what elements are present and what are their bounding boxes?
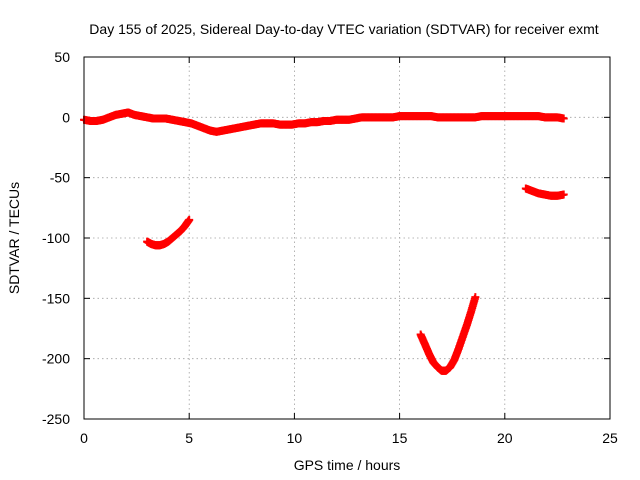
plot-frame — [83, 56, 611, 420]
y-tick-label: -150 — [42, 290, 70, 306]
x-tick-label: 20 — [497, 430, 513, 446]
y-tick-label: -100 — [42, 230, 70, 246]
data-point — [185, 215, 194, 224]
y-axis-label: SDTVAR / TECUs — [6, 182, 22, 294]
data-points — [80, 108, 568, 375]
data-point — [471, 293, 480, 302]
x-tick-label: 10 — [287, 430, 303, 446]
x-axis-label: GPS time / hours — [294, 457, 401, 473]
series-arc-1 — [143, 215, 194, 250]
x-tick-label: 0 — [80, 430, 88, 446]
grid — [84, 57, 610, 419]
y-tick-label: -50 — [50, 170, 70, 186]
series-arc-3 — [521, 184, 568, 200]
chart-title: Day 155 of 2025, Sidereal Day-to-day VTE… — [89, 21, 598, 37]
x-tick-label: 5 — [185, 430, 193, 446]
data-point — [559, 190, 568, 199]
series-main-band — [80, 108, 568, 136]
y-tick-label: 0 — [62, 109, 70, 125]
y-tick-label: -250 — [42, 411, 70, 427]
series-arc-2 — [416, 293, 480, 375]
y-tick-label: -200 — [42, 351, 70, 367]
x-tick-label: 15 — [392, 430, 408, 446]
y-tick-label: 50 — [54, 49, 70, 65]
x-tick-label: 25 — [602, 430, 618, 446]
data-point — [559, 114, 568, 123]
